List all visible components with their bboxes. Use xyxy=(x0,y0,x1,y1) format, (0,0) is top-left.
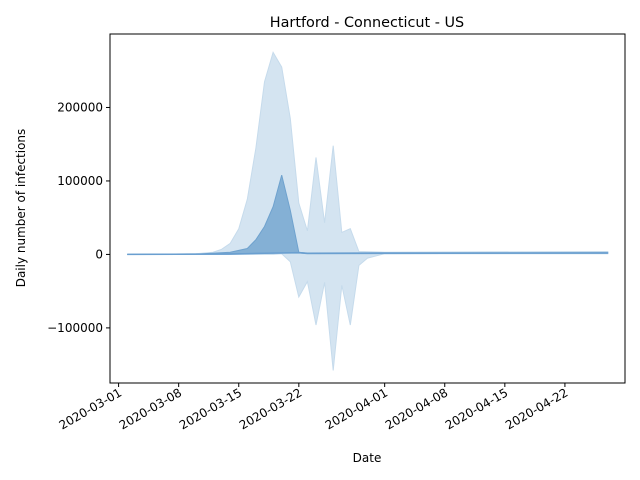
median-line xyxy=(127,251,608,256)
y-tick-label: 0 xyxy=(95,247,103,261)
x-tick-label: 2020-04-15 xyxy=(443,385,510,432)
y-tick-label: −100000 xyxy=(47,321,103,335)
plot-area xyxy=(127,51,609,371)
x-tick-label: 2020-03-15 xyxy=(177,385,244,432)
x-tick-label: 2020-04-22 xyxy=(503,385,570,432)
x-tick-label: 2020-04-01 xyxy=(323,385,390,432)
x-tick-label: 2020-03-01 xyxy=(57,385,124,432)
x-tick-label: 2020-04-08 xyxy=(383,385,450,432)
x-axis-label: Date xyxy=(353,451,382,465)
inner-band-area xyxy=(127,174,609,255)
y-tick-label: 200000 xyxy=(57,100,103,114)
x-axis: 2020-03-012020-03-082020-03-152020-03-22… xyxy=(57,383,570,432)
chart-title: Hartford - Connecticut - US xyxy=(270,15,464,31)
y-axis-label: Daily number of infections xyxy=(14,129,28,288)
x-tick-label: 2020-03-08 xyxy=(117,385,184,432)
y-tick-label: 100000 xyxy=(57,174,103,188)
y-axis: −100000 0 100000 200000 xyxy=(47,100,110,335)
outer-band-area xyxy=(127,51,609,371)
axes-frame xyxy=(109,33,626,384)
x-tick-label: 2020-03-22 xyxy=(237,385,304,432)
